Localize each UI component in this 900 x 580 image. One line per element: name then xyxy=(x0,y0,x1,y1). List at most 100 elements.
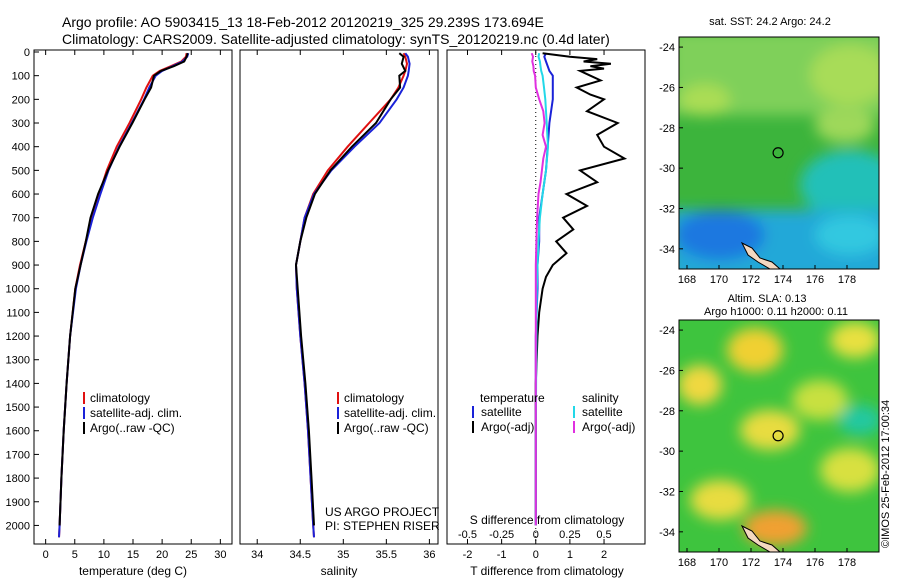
legend-label-t-argo: Argo(-adj) xyxy=(481,420,534,434)
x-tick-label: 34.5 xyxy=(290,549,311,561)
sst-map-title: sat. SST: 24.2 Argo: 24.2 xyxy=(709,16,831,28)
lat-tick-label: -30 xyxy=(659,446,675,458)
t-tick-label: -2 xyxy=(463,549,473,561)
s-tick-label: 0.25 xyxy=(559,529,580,541)
y-tick-label: 1000 xyxy=(6,284,30,296)
profile-title: Argo profile: AO 5903415_13 18-Feb-2012 … xyxy=(62,14,544,30)
y-tick-label: 800 xyxy=(12,236,30,248)
legend-label-argo: Argo(..raw -QC) xyxy=(90,421,175,435)
lat-tick-label: -26 xyxy=(659,82,675,94)
sla-peak xyxy=(743,510,807,546)
legend-label-climatology: climatology xyxy=(344,391,404,405)
lon-tick-label: 172 xyxy=(742,557,760,569)
y-tick-label: 2000 xyxy=(6,520,30,532)
legend-label-s-argo: Argo(-adj) xyxy=(582,420,635,434)
y-tick-label: 700 xyxy=(12,213,30,225)
sla-map-axes: 168 170 172 174 176 178 -24 -26 -28 -30 -32 -34 xyxy=(659,325,856,569)
legend-label-argo: Argo(..raw -QC) xyxy=(344,421,429,435)
sla-map-title-1: Altim. SLA: 0.13 xyxy=(728,293,807,305)
sst-cool-patch xyxy=(815,215,879,255)
x-tick-label: 35.5 xyxy=(376,549,397,561)
y-tick-label: 1400 xyxy=(6,378,30,390)
lat-tick-label: -32 xyxy=(659,203,675,215)
legend-header-salinity: salinity xyxy=(582,391,619,405)
y-tick-label: 600 xyxy=(12,189,30,201)
lat-tick-label: -28 xyxy=(659,406,675,418)
x-tick-label: 10 xyxy=(98,549,110,561)
lat-tick-label: -24 xyxy=(659,42,675,54)
t-tick-label: 0 xyxy=(533,549,539,561)
argo-location-marker xyxy=(772,430,784,442)
lon-tick-label: 168 xyxy=(678,557,696,569)
lon-tick-label: 174 xyxy=(774,557,792,569)
sla-high xyxy=(820,448,879,492)
lon-tick-label: 178 xyxy=(838,274,856,286)
y-tick-label: 1300 xyxy=(6,355,30,367)
sst-cold-patch xyxy=(679,210,765,260)
sst-warm-patch xyxy=(810,45,879,105)
sla-field xyxy=(679,320,879,552)
lon-tick-label: 172 xyxy=(742,274,760,286)
lon-tick-label: 170 xyxy=(710,274,728,286)
lon-tick-label: 176 xyxy=(806,274,824,286)
sst-cool-patch xyxy=(800,150,879,220)
legend-label-t-satellite: satellite xyxy=(481,405,522,419)
timestamp-stamp: ©IMOS 25-Feb-2012 17:00:34 xyxy=(880,399,892,548)
sst-map: sat. SST: 24.2 Argo: 24.2 168 170 172 174 17… xyxy=(659,16,880,286)
sla-high xyxy=(679,365,722,405)
lat-tick-label: -24 xyxy=(659,325,675,337)
s-tick-label: -0.5 xyxy=(458,529,477,541)
legend-label-s-satellite: satellite xyxy=(582,405,623,419)
x-tick-label: 34 xyxy=(251,549,263,561)
sst-map-axes: 168 170 172 174 176 178 -24 -26 -28 -30 -32 -34 xyxy=(659,42,856,286)
y-tick-label: 0 xyxy=(24,47,30,59)
x-tick-label: 15 xyxy=(127,549,139,561)
series-line xyxy=(58,52,189,526)
temperature-x-label: temperature (deg C) xyxy=(79,564,187,578)
legend-header-temperature: temperature xyxy=(480,391,545,405)
s-tick-label: 0 xyxy=(533,529,539,541)
t-tick-label: 1 xyxy=(567,549,573,561)
lat-tick-label: -34 xyxy=(659,527,675,539)
temperature-legend: climatology satellite-adj. clim. Argo(..… xyxy=(83,391,182,435)
sla-high xyxy=(690,480,750,520)
x-tick-label: 35 xyxy=(337,549,349,561)
temperature-panel: 0100200300400500600700800900100011001200… xyxy=(6,47,452,578)
sla-map: Altim. SLA: 0.13 Argo h1000: 0.11 h2000:… xyxy=(659,293,880,569)
legend-label-satellite: satellite-adj. clim. xyxy=(344,406,436,420)
y-tick-label: 200 xyxy=(12,94,30,106)
s-difference-label: S difference from climatology xyxy=(470,513,625,527)
y-tick-label: 1200 xyxy=(6,331,30,343)
t-tick-label: -1 xyxy=(497,549,507,561)
x-tick-label: 5 xyxy=(72,549,78,561)
s-tick-label: -0.25 xyxy=(489,529,514,541)
s-tick-label: 0.5 xyxy=(596,529,611,541)
sla-high xyxy=(727,328,783,372)
legend-label-climatology: climatology xyxy=(90,391,150,405)
project-annotation: US ARGO PROJECT xyxy=(325,505,440,519)
temperature-axes-frame xyxy=(33,49,233,545)
y-tick-label: 1100 xyxy=(6,307,30,319)
lon-tick-label: 176 xyxy=(806,557,824,569)
sla-high xyxy=(740,410,800,450)
sla-high xyxy=(830,322,879,358)
y-tick-label: 1900 xyxy=(6,497,30,509)
difference-x-axis: -0.5 -0.25 0 0.25 0.5 -2 -1 0 1 2 xyxy=(458,50,612,561)
pi-annotation: PI: STEPHEN RISER xyxy=(325,519,440,533)
lon-tick-label: 170 xyxy=(710,557,728,569)
difference-legend: temperature satellite Argo(-adj) salinit… xyxy=(472,391,635,434)
lat-tick-label: -30 xyxy=(659,163,675,175)
climatology-subtitle: Climatology: CARS2009. Satellite-adjuste… xyxy=(62,31,610,47)
x-tick-label: 25 xyxy=(185,549,197,561)
salinity-x-axis: 34 34.5 35 35.5 36 xyxy=(251,50,436,561)
y-tick-label: 1800 xyxy=(6,473,30,485)
sla-high xyxy=(792,380,848,420)
coastline xyxy=(740,524,781,552)
x-tick-label: 36 xyxy=(423,549,435,561)
sla-map-title-2: Argo h1000: 0.11 h2000: 0.11 xyxy=(704,306,848,318)
lat-tick-label: -26 xyxy=(659,365,675,377)
difference-profiles xyxy=(530,52,628,526)
sst-map-frame xyxy=(678,36,880,270)
salinity-axes-frame xyxy=(239,49,439,545)
